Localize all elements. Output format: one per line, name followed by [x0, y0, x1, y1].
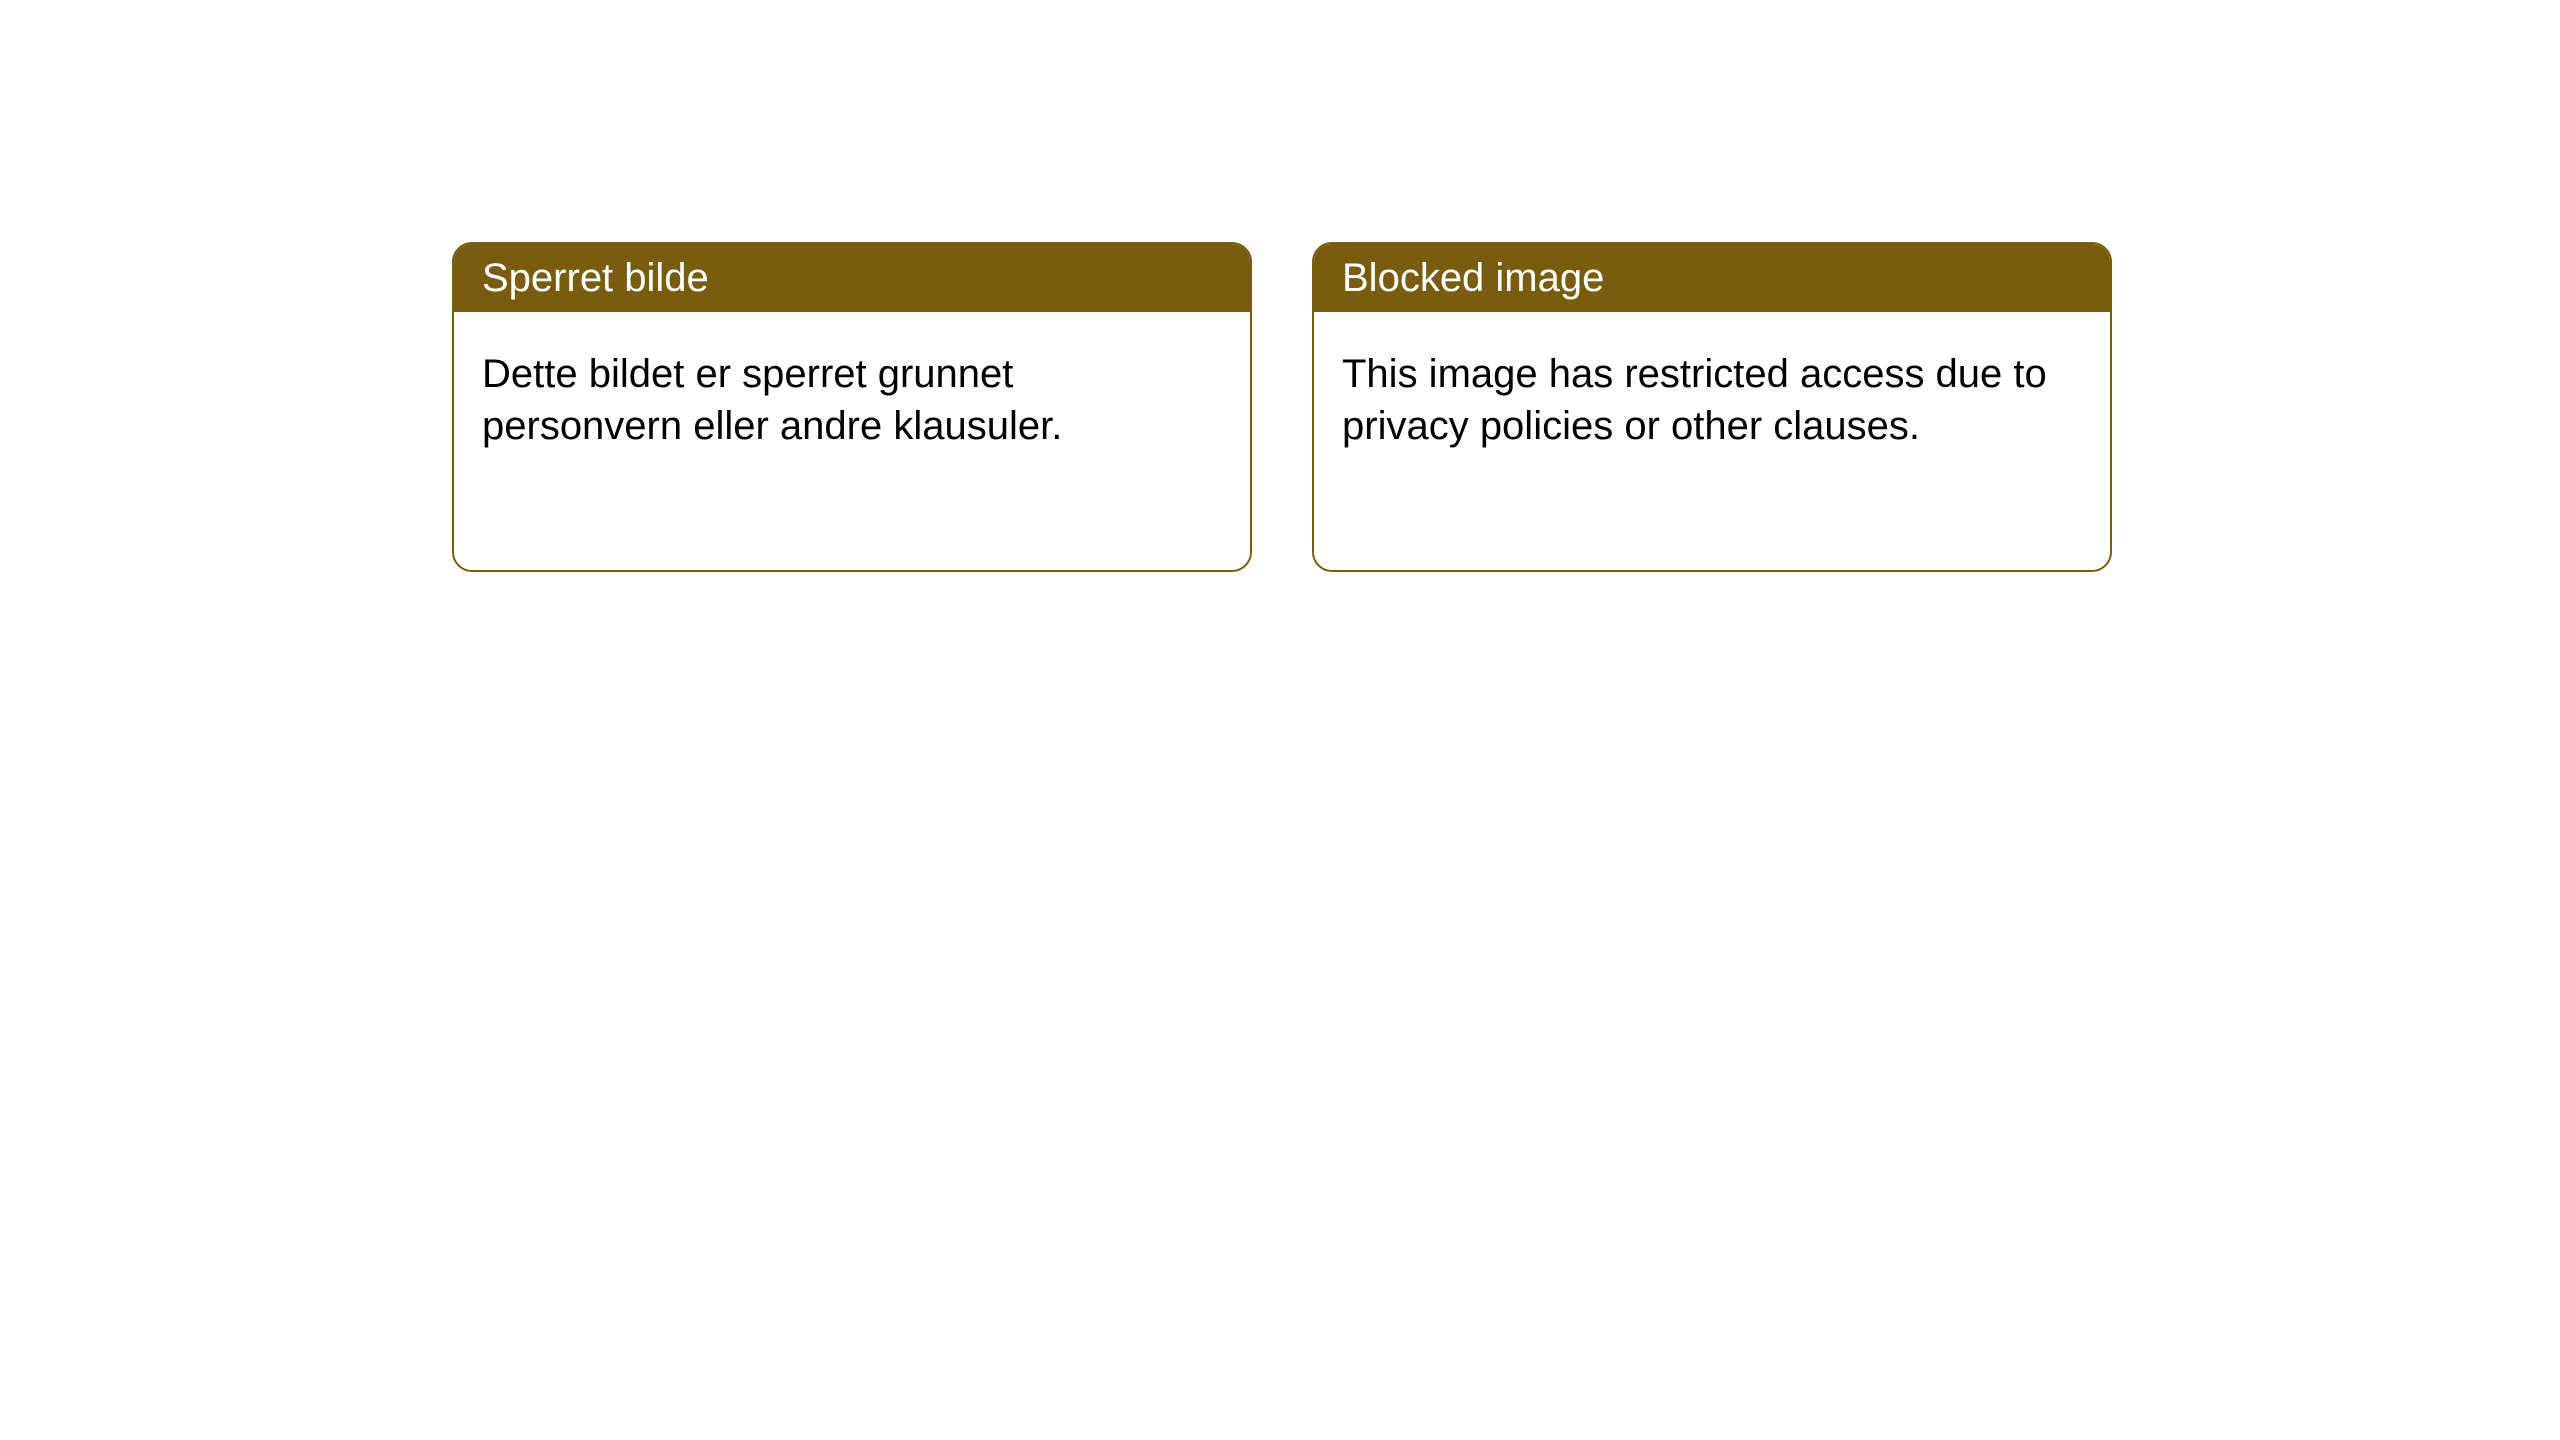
card-header: Sperret bilde [454, 244, 1250, 312]
notice-card-english: Blocked image This image has restricted … [1312, 242, 2112, 572]
card-title: Blocked image [1342, 256, 1604, 300]
card-body: This image has restricted access due to … [1314, 312, 2110, 488]
card-title: Sperret bilde [482, 256, 709, 300]
card-body-text: This image has restricted access due to … [1342, 352, 2047, 448]
card-body-text: Dette bildet er sperret grunnet personve… [482, 352, 1062, 448]
notice-container: Sperret bilde Dette bildet er sperret gr… [0, 0, 2560, 572]
notice-card-norwegian: Sperret bilde Dette bildet er sperret gr… [452, 242, 1252, 572]
card-header: Blocked image [1314, 244, 2110, 312]
card-body: Dette bildet er sperret grunnet personve… [454, 312, 1250, 488]
